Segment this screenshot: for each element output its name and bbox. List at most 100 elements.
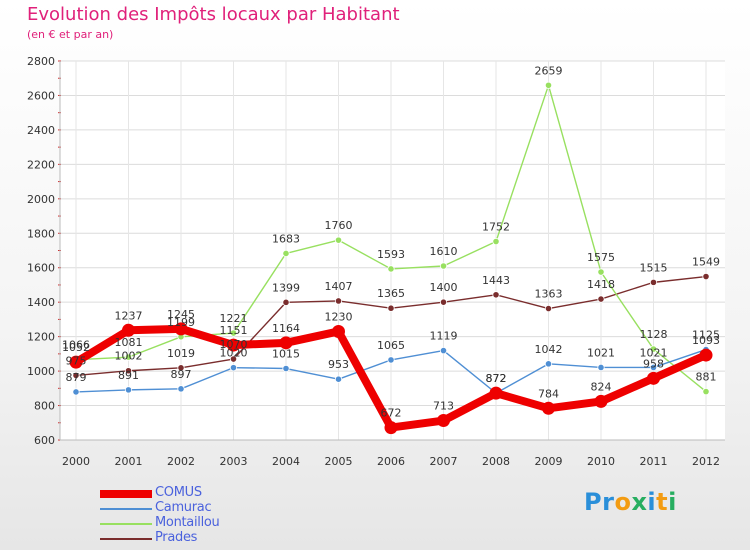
y-tick-label: 2200 <box>27 158 55 171</box>
data-label: 1407 <box>325 280 353 293</box>
y-tick-label: 1400 <box>27 296 55 309</box>
data-label: 879 <box>66 371 87 384</box>
data-point <box>177 385 185 393</box>
data-label: 1575 <box>587 251 615 264</box>
data-point <box>594 394 608 408</box>
data-label: 1245 <box>167 308 195 321</box>
data-point <box>489 386 503 400</box>
data-label: 1418 <box>587 278 615 291</box>
data-point <box>649 345 658 353</box>
data-point <box>332 324 345 338</box>
x-tick-label: 2009 <box>535 455 563 468</box>
x-tick-label: 2005 <box>325 455 353 468</box>
logo-letter: Pr <box>584 488 615 516</box>
data-point <box>387 356 395 364</box>
y-tick-label: 1800 <box>27 227 55 240</box>
x-tick-label: 2004 <box>272 455 300 468</box>
data-point <box>177 364 185 372</box>
data-label: 872 <box>486 372 507 385</box>
data-point <box>334 297 343 305</box>
y-tick-label: 600 <box>34 434 55 447</box>
data-point <box>387 304 395 312</box>
data-point <box>544 81 553 89</box>
y-tick-label: 2000 <box>27 193 55 206</box>
data-label: 1683 <box>272 232 300 245</box>
data-label: 1400 <box>430 281 458 294</box>
data-label: 1021 <box>640 346 668 359</box>
data-point <box>282 298 290 306</box>
data-point <box>597 363 605 372</box>
data-point <box>647 371 660 385</box>
data-label: 958 <box>643 357 664 370</box>
data-point <box>439 298 448 306</box>
data-point <box>542 401 555 415</box>
data-point <box>229 364 238 372</box>
data-point <box>227 338 240 352</box>
chart-title: Evolution des Impôts locaux par Habitant <box>27 4 400 25</box>
data-label: 1365 <box>377 287 405 300</box>
data-point <box>279 336 293 350</box>
data-label: 1128 <box>640 328 668 341</box>
data-label: 1151 <box>220 324 248 337</box>
y-tick-label: 2800 <box>27 55 55 68</box>
chart-subtitle: (en € et par an) <box>27 28 114 41</box>
data-label: 1752 <box>482 221 510 234</box>
x-tick-label: 2007 <box>430 455 458 468</box>
data-label: 2659 <box>535 64 563 77</box>
x-tick-label: 2001 <box>115 455 143 468</box>
data-point <box>544 304 553 313</box>
x-tick-label: 2012 <box>692 455 720 468</box>
data-point <box>124 367 133 375</box>
data-point <box>702 272 710 281</box>
data-point <box>282 249 290 258</box>
data-label: 1399 <box>272 281 300 294</box>
data-label: 1042 <box>535 343 563 356</box>
data-label: 953 <box>328 358 349 371</box>
x-tick-label: 2011 <box>640 455 668 468</box>
data-label: 1019 <box>167 347 195 360</box>
logo-letter: t <box>656 488 669 516</box>
legend-label: COMUS <box>155 485 202 500</box>
data-label: 1065 <box>377 339 405 352</box>
legend-swatch <box>100 522 152 525</box>
data-point <box>69 355 83 369</box>
data-point <box>649 278 658 286</box>
legend-label: Prades <box>155 530 198 545</box>
data-label: 672 <box>381 407 402 420</box>
data-label: 1164 <box>272 322 300 335</box>
data-point <box>702 387 710 396</box>
y-tick-label: 1000 <box>27 365 55 378</box>
data-point <box>437 414 450 428</box>
x-tick-label: 2008 <box>482 455 510 468</box>
data-point <box>72 371 80 379</box>
data-point <box>597 268 605 276</box>
data-point <box>124 386 133 394</box>
data-label: 824 <box>591 380 612 393</box>
legend-swatch <box>100 489 152 498</box>
x-tick-label: 2010 <box>587 455 615 468</box>
legend-label: Montaillou <box>155 515 220 530</box>
data-label: 1125 <box>692 329 720 342</box>
y-tick-label: 2600 <box>27 89 55 102</box>
data-label: 1221 <box>220 312 248 325</box>
legend-label: Camurac <box>155 500 212 515</box>
logo-letter: i <box>647 488 657 516</box>
data-label: 1020 <box>220 347 248 360</box>
plot-area <box>60 61 725 440</box>
data-label: 891 <box>118 369 139 382</box>
logo-letter: o <box>614 488 632 516</box>
data-point <box>492 237 500 246</box>
data-label: 1610 <box>430 245 458 258</box>
data-point <box>492 291 500 299</box>
y-tick-label: 1200 <box>27 331 55 344</box>
data-label: 1199 <box>167 316 195 329</box>
data-label: 713 <box>433 400 454 413</box>
data-point <box>334 236 343 244</box>
data-label: 784 <box>538 387 559 400</box>
data-point <box>282 364 290 373</box>
legend-swatch <box>100 537 152 540</box>
data-point <box>174 322 188 336</box>
data-point <box>439 346 448 355</box>
data-label: 1052 <box>62 341 90 354</box>
logo-letter: x <box>631 488 648 516</box>
